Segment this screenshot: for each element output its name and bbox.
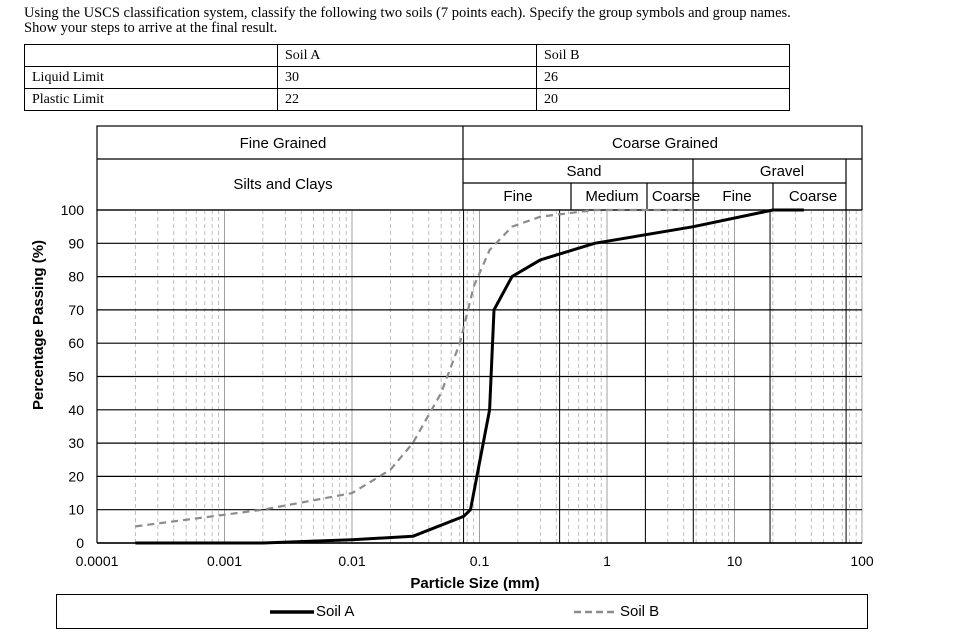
legend-swatch-soil-b — [574, 610, 618, 613]
y-axis-title: Percentage Passing (%) — [30, 240, 47, 410]
band-silts-clays: Silts and Clays — [233, 176, 332, 193]
x-tick-label: 10 — [727, 553, 743, 569]
y-tick-label: 20 — [68, 468, 84, 484]
x-tick-label: 100 — [850, 553, 874, 569]
band-sand-coarse: Coarse — [652, 188, 700, 205]
y-tick-label: 80 — [68, 269, 84, 285]
x-tick-label: 0.01 — [338, 553, 365, 569]
legend-item-soil-a: Soil A — [270, 595, 354, 628]
question-line-2: Show your steps to arrive at the final r… — [24, 20, 278, 36]
y-tick-label: 70 — [68, 302, 84, 318]
chart-legend: Soil A Soil B — [56, 594, 868, 629]
band-gravel: Gravel — [760, 163, 804, 180]
y-tick-label: 90 — [68, 235, 84, 251]
table-header-row: Soil A Soil B — [24, 44, 790, 67]
band-sand-fine: Fine — [503, 188, 532, 205]
table-row: Liquid Limit 30 26 — [24, 66, 790, 89]
band-fine-grained: Fine Grained — [240, 135, 327, 152]
atterberg-limits-table: Soil A Soil B Liquid Limit 30 26 Plastic… — [24, 44, 790, 111]
band-sand-medium: Medium — [585, 188, 638, 205]
x-tick-label: 1 — [603, 553, 611, 569]
table-cell-soil-a: 22 — [277, 88, 537, 111]
x-tick-label: 0.1 — [470, 553, 490, 569]
band-coarse-grained: Coarse Grained — [612, 135, 718, 152]
legend-swatch-soil-a — [270, 609, 314, 614]
table-cell-label: Plastic Limit — [24, 88, 278, 111]
y-tick-label: 10 — [68, 502, 84, 518]
question-line-1: Using the USCS classification system, cl… — [24, 5, 791, 21]
band-gravel-fine: Fine — [722, 188, 751, 205]
legend-label-soil-b: Soil B — [620, 603, 660, 620]
y-tick-label: 30 — [68, 435, 84, 451]
table-cell-soil-b: 20 — [536, 88, 790, 111]
legend-item-soil-b: Soil B — [574, 595, 659, 628]
y-tick-label: 100 — [61, 202, 85, 218]
y-tick-label: 50 — [68, 369, 84, 385]
question-text: Using the USCS classification system, cl… — [24, 6, 954, 36]
y-tick-label: 40 — [68, 402, 84, 418]
y-tick-label: 60 — [68, 335, 84, 351]
x-tick-label: 0.0001 — [76, 553, 119, 569]
table-cell-soil-b: 26 — [536, 66, 790, 89]
plot-series — [135, 208, 804, 545]
plot-labels: 0 10 20 30 40 50 60 70 80 90 100 0.0001 0.001 0.01 0.1… — [30, 202, 874, 592]
band-sand: Sand — [566, 163, 601, 180]
plot-grid — [96, 209, 863, 544]
legend-label-soil-a: Soil A — [316, 603, 355, 620]
series-line-soil-a — [135, 208, 804, 545]
table-row: Plastic Limit 22 20 — [24, 88, 790, 111]
band-gravel-coarse: Coarse — [789, 188, 837, 205]
series-line-soil-b — [135, 208, 694, 528]
y-tick-label: 0 — [76, 535, 84, 551]
x-tick-label: 0.001 — [207, 553, 242, 569]
x-axis-title: Particle Size (mm) — [410, 575, 539, 592]
